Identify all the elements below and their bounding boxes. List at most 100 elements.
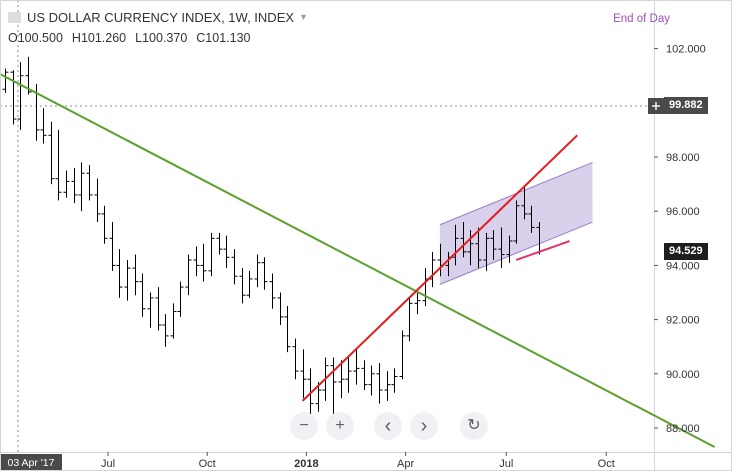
open-value: O100.500: [8, 31, 63, 45]
ohlc-bar: [101, 205, 108, 244]
symbol-icon: [8, 12, 21, 23]
midline: [515, 240, 570, 261]
ohlc-bar: [338, 360, 345, 399]
ohlc-bar: [109, 222, 116, 271]
ohlc-bar: [376, 362, 383, 404]
zoom-out-button[interactable]: −: [290, 412, 318, 440]
ohlc-bar: [261, 257, 268, 290]
ohlc-bar: [10, 70, 17, 125]
down-trendline: [0, 72, 716, 448]
ohlc-bar: [155, 287, 162, 331]
ohlc-bar: [528, 205, 535, 233]
ohlc-bar: [490, 230, 497, 260]
ohlc-bar: [17, 62, 24, 130]
ohlc-bar: [48, 121, 55, 185]
ohlc-readout: O100.500 H101.260 L100.370 C101.130: [8, 31, 260, 45]
ohlc-bar: [384, 371, 391, 401]
ohlc-bar: [94, 178, 101, 223]
y-axis-label: 94.000: [666, 260, 700, 272]
ohlc-bar: [521, 186, 528, 220]
ohlc-bar: [399, 330, 406, 380]
ohlc-bar: [429, 251, 436, 288]
ohlc-bar: [86, 165, 93, 201]
crosshair-date-badge: [0, 454, 62, 471]
y-axis-label: 88.000: [666, 423, 700, 435]
ohlc-bar: [116, 249, 123, 298]
x-axis-label: Oct: [598, 458, 615, 470]
ohlc-bar: [231, 249, 238, 285]
ohlc-bar: [513, 200, 520, 244]
ohlc-bar: [467, 230, 474, 266]
symbol-header[interactable]: US DOLLAR CURRENCY INDEX, 1W, INDEX ▼: [8, 10, 308, 25]
ohlc-bar: [200, 243, 207, 282]
ohlc-bar: [315, 381, 322, 412]
ohlc-bar: [277, 292, 284, 326]
last-price-label: 94.529: [664, 242, 708, 260]
ohlc-bar: [63, 170, 70, 198]
x-axis-label: 2018: [294, 458, 318, 470]
x-axis-label: Oct: [199, 458, 216, 470]
channel-lower-line: [439, 221, 593, 285]
ohlc-bar: [498, 227, 505, 269]
up-trendline: [301, 134, 578, 402]
ohlc-bar: [162, 314, 169, 347]
crosshair-date-label: 03 Apr '17: [8, 457, 55, 469]
y-axis-label: 92.000: [666, 315, 700, 327]
ohlc-bar: [483, 232, 490, 271]
ohlc-bar: [330, 357, 337, 420]
ohlc-bar: [124, 259, 131, 301]
chevron-down-icon[interactable]: ▼: [299, 12, 308, 22]
ohlc-bar: [246, 270, 253, 298]
ohlc-bar: [208, 232, 215, 277]
ohlc-bar: [78, 162, 85, 212]
high-value: H101.260: [71, 31, 127, 45]
ohlc-bar: [391, 368, 398, 393]
ohlc-bar: [414, 292, 421, 315]
ohlc-bar: [170, 303, 177, 339]
ohlc-bar: [506, 235, 513, 263]
ohlc-bar: [185, 254, 192, 296]
ohlc-bar: [139, 273, 146, 317]
ohlc-bar: [460, 222, 467, 258]
scroll-left-button[interactable]: ‹: [374, 412, 402, 440]
ohlc-bar: [452, 224, 459, 266]
ohlc-bar: [300, 349, 307, 399]
ohlc-bar: [475, 227, 482, 269]
ohlc-bar: [132, 254, 139, 296]
ohlc-bar: [353, 349, 360, 385]
ohlc-bar: [368, 365, 375, 396]
ohlc-bar: [284, 306, 291, 353]
ohlc-bar: [71, 167, 78, 204]
ohlc-bar: [40, 108, 47, 144]
x-axis-label: Jul: [499, 458, 513, 470]
close-value: C101.130: [196, 31, 251, 45]
x-axis-label: Jul: [101, 458, 115, 470]
reset-chart-button[interactable]: ↻: [460, 412, 488, 440]
y-axis-label: 98.000: [666, 152, 700, 164]
ohlc-bar: [406, 297, 413, 342]
ohlc-bar: [239, 268, 246, 304]
ohlc-bar: [2, 68, 9, 93]
ohlc-bar: [177, 281, 184, 317]
ohlc-bar: [269, 273, 276, 309]
x-axis-label: Apr: [397, 458, 414, 470]
scroll-right-button[interactable]: ›: [410, 412, 438, 440]
ohlc-bar: [254, 254, 261, 288]
ohlc-bar: [193, 246, 200, 277]
ohlc-bar: [55, 129, 62, 201]
chart-title: US DOLLAR CURRENCY INDEX, 1W, INDEX: [27, 10, 295, 25]
y-axis-label: 96.000: [666, 206, 700, 218]
ohlc-bar: [216, 232, 223, 255]
crosshair-price-label: 99.882: [664, 97, 708, 115]
zoom-in-button[interactable]: +: [326, 412, 354, 440]
ohlc-bar: [292, 338, 299, 380]
ohlc-bars: [2, 56, 543, 420]
low-value: L100.370: [135, 31, 188, 45]
y-axis-label: 90.000: [666, 369, 700, 381]
y-axis-label: 102.000: [666, 44, 706, 56]
ohlc-bar: [422, 268, 429, 307]
ohlc-bar: [223, 235, 230, 269]
ohlc-bar: [345, 357, 352, 393]
